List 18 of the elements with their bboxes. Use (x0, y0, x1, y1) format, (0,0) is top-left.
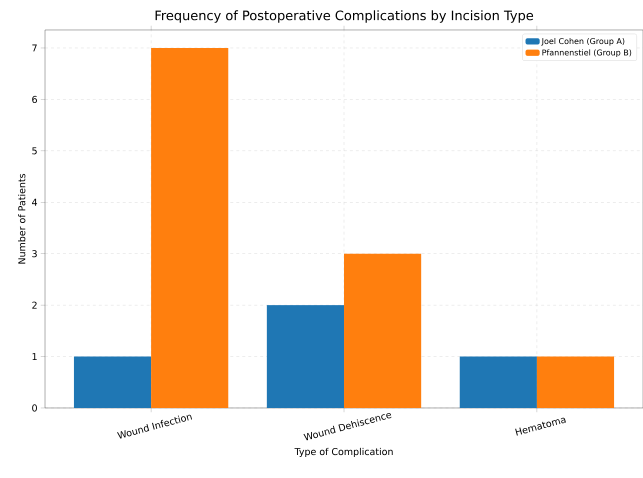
y-tick-label: 0 (32, 404, 37, 412)
x-tick-label: Wound Infection (117, 414, 192, 439)
y-tick-label: 3 (32, 250, 37, 258)
y-tick-label: 1 (32, 353, 37, 360)
y-tick-label: 2 (32, 302, 37, 309)
bar (460, 356, 537, 408)
bar (536, 356, 614, 408)
y-tick-label: 6 (32, 96, 37, 103)
x-axis-title: Type of Complication (294, 448, 393, 457)
bar (266, 305, 344, 408)
chart-title: Frequency of Postoperative Complications by Incision Type (156, 10, 534, 23)
y-tick-label: 4 (32, 198, 38, 206)
y-axis-title: Number of Patients (18, 174, 26, 264)
y-tick-label: 7 (32, 44, 37, 52)
bar (74, 356, 152, 408)
bar (344, 254, 422, 408)
y-tick-label: 5 (32, 147, 37, 154)
bar (151, 48, 228, 408)
